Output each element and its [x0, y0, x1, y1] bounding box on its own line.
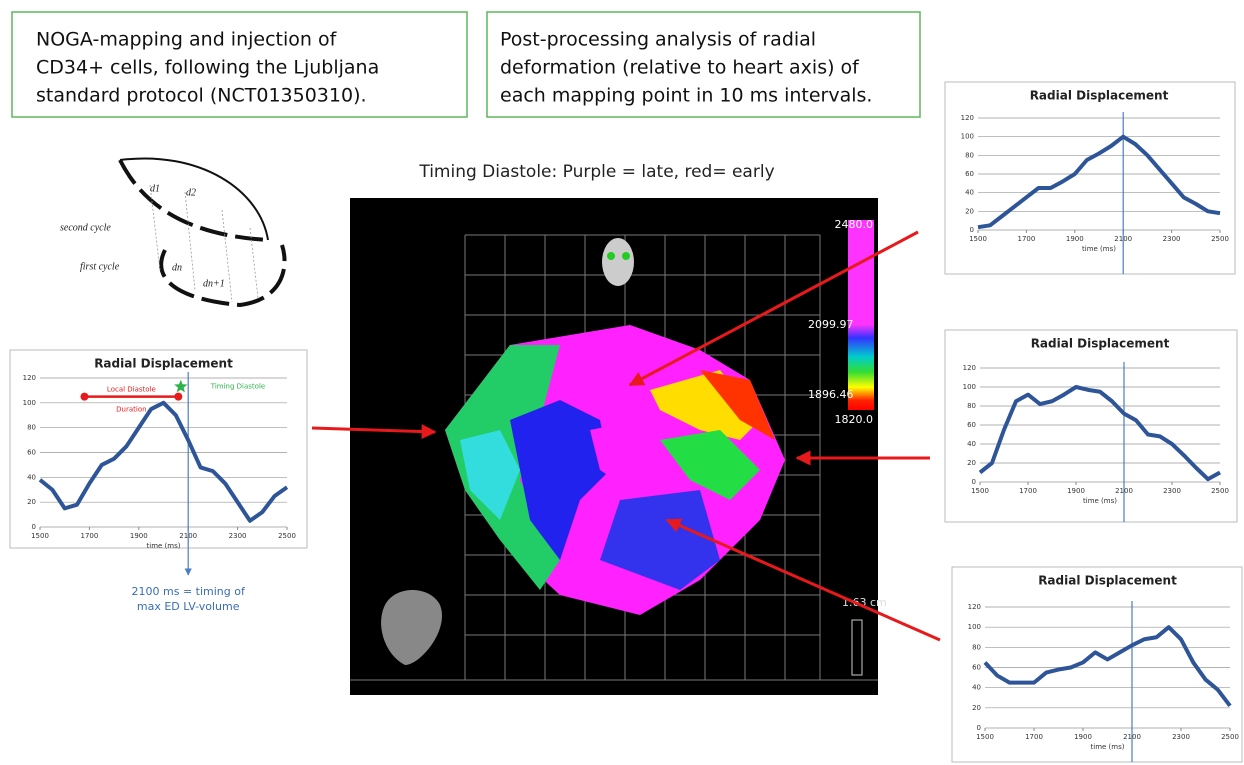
chart-title: Radial Displacement [94, 357, 233, 371]
x-tick-label: 1700 [1017, 235, 1035, 243]
map-title: Timing Diastole: Purple = late, red= ear… [418, 162, 774, 182]
orientation-icon [602, 238, 634, 286]
x-tick-label: 1900 [1074, 733, 1092, 741]
x-tick-label: 1700 [80, 532, 98, 540]
x-tick-label: 1500 [976, 733, 994, 741]
schematic-label: dn+1 [203, 278, 225, 289]
y-tick-label: 0 [972, 478, 976, 486]
y-tick-label: 60 [967, 421, 976, 429]
y-tick-label: 80 [965, 151, 974, 159]
y-tick-label: 40 [965, 189, 974, 197]
y-tick-label: 100 [968, 623, 981, 631]
x-tick-label: 2300 [229, 532, 247, 540]
box-line: NOGA-mapping and injection of [36, 29, 338, 51]
y-tick-label: 60 [27, 449, 36, 457]
y-tick-label: 120 [961, 114, 974, 122]
x-tick-label: 1700 [1019, 487, 1037, 495]
duration-end [174, 393, 182, 401]
orientation-icon [622, 252, 630, 260]
x-axis-label: time (ms) [1091, 743, 1125, 751]
y-tick-label: 100 [961, 133, 974, 141]
x-axis-label: time (ms) [147, 542, 181, 550]
schematic-label: d1 [150, 183, 160, 194]
schematic-label: second cycle [60, 222, 111, 233]
y-tick-label: 80 [967, 402, 976, 410]
box-line: standard protocol (NCT01350310). [36, 85, 367, 107]
x-tick-label: 1900 [130, 532, 148, 540]
y-tick-label: 120 [23, 374, 36, 382]
y-tick-label: 40 [27, 473, 36, 481]
annotation: Local Diastole [107, 386, 156, 394]
x-tick-label: 1500 [31, 532, 49, 540]
y-tick-label: 80 [27, 424, 36, 432]
colorbar-label: 2099.97 [808, 318, 854, 331]
x-tick-label: 1500 [969, 235, 987, 243]
y-tick-label: 20 [972, 704, 981, 712]
schematic-label: d2 [186, 187, 196, 198]
x-tick-label: 2300 [1163, 487, 1181, 495]
note: 2100 ms = timing of [132, 585, 246, 598]
chart-title: Radial Displacement [1030, 89, 1169, 103]
y-tick-label: 20 [967, 459, 976, 467]
x-tick-label: 2300 [1172, 733, 1190, 741]
duration-end [80, 393, 88, 401]
box-line: deformation (relative to heart axis) of [500, 57, 860, 79]
x-tick-label: 2500 [1221, 733, 1239, 741]
chart-title: Radial Displacement [1031, 337, 1170, 351]
y-tick-label: 20 [965, 207, 974, 215]
colorbar-label: 1896.46 [808, 388, 854, 401]
y-tick-label: 120 [963, 364, 976, 372]
colorbar [848, 220, 874, 410]
chart-frame [952, 567, 1242, 762]
schematic-label: first cycle [80, 261, 120, 272]
annotation: Duration [116, 406, 146, 414]
chart-title: Radial Displacement [1038, 574, 1177, 588]
orientation-icon [607, 252, 615, 260]
colorbar-label: 1820.0 [835, 413, 874, 426]
x-tick-label: 1500 [971, 487, 989, 495]
y-tick-label: 80 [972, 643, 981, 651]
x-tick-label: 1900 [1067, 487, 1085, 495]
x-axis-label: time (ms) [1082, 245, 1116, 253]
x-tick-label: 1700 [1025, 733, 1043, 741]
y-tick-label: 60 [965, 170, 974, 178]
y-tick-label: 0 [977, 724, 981, 732]
y-tick-label: 40 [967, 440, 976, 448]
box-line: Post-processing analysis of radial [500, 29, 816, 51]
x-tick-label: 2500 [1211, 487, 1229, 495]
x-tick-label: 1900 [1066, 235, 1084, 243]
box-line: CD34+ cells, following the Ljubljana [36, 57, 379, 79]
y-tick-label: 40 [972, 684, 981, 692]
y-tick-label: 120 [968, 603, 981, 611]
y-tick-label: 20 [27, 498, 36, 506]
x-tick-label: 2300 [1163, 235, 1181, 243]
figure: NOGA-mapping and injection of CD34+ cell… [0, 0, 1244, 765]
y-tick-label: 100 [23, 399, 36, 407]
y-tick-label: 100 [963, 383, 976, 391]
x-tick-label: 2500 [1211, 235, 1229, 243]
y-tick-label: 0 [32, 523, 36, 531]
note: max ED LV-volume [137, 600, 240, 613]
y-tick-label: 0 [970, 226, 974, 234]
x-axis-label: time (ms) [1083, 497, 1117, 505]
colorbar-label: 2480.0 [835, 218, 874, 231]
box-line: each mapping point in 10 ms intervals. [500, 85, 872, 107]
x-tick-label: 2500 [278, 532, 296, 540]
annotation: Timing Diastole [210, 383, 265, 391]
y-tick-label: 60 [972, 664, 981, 672]
chart-frame [10, 350, 307, 548]
schematic-label: dn [172, 262, 182, 273]
